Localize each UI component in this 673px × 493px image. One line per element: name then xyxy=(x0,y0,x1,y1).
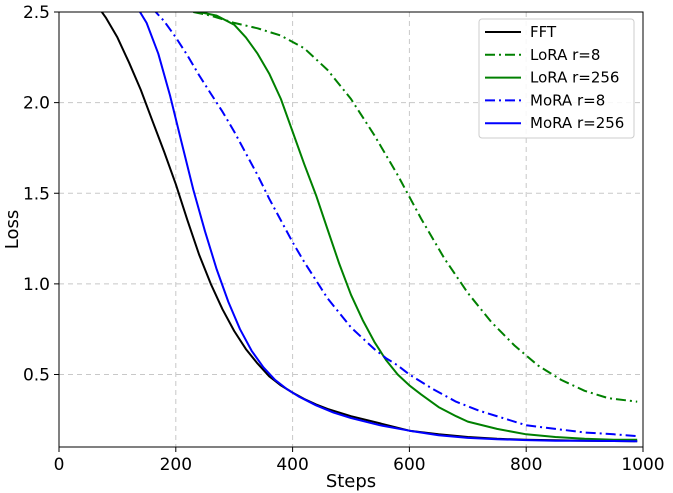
y-tick-label: 0.5 xyxy=(23,366,50,386)
series-line-4 xyxy=(138,12,638,443)
x-tick-label: 800 xyxy=(510,455,542,475)
x-tick-label: 400 xyxy=(276,455,308,475)
series-layer xyxy=(100,12,638,443)
legend: FFT LoRA r=8 LoRA r=256 MoRA r=8 MoRA r=256 xyxy=(478,18,635,139)
series-line-3 xyxy=(154,12,638,438)
x-axis: 0 200 400 600 800 1000 xyxy=(54,447,665,475)
x-tick-label: 0 xyxy=(54,455,65,475)
x-axis-label: Steps xyxy=(326,471,376,492)
x-tick-label: 600 xyxy=(393,455,425,475)
y-axis-label: Loss xyxy=(2,210,23,249)
y-tick-label: 2.0 xyxy=(23,94,50,114)
y-tick-label: 2.5 xyxy=(23,3,50,23)
y-tick-label: 1.0 xyxy=(23,275,50,295)
series-line-1 xyxy=(193,12,638,403)
legend-label-1: LoRA r=8 xyxy=(530,46,600,64)
plot-area xyxy=(100,12,638,443)
legend-box xyxy=(478,18,635,139)
legend-label-0: FFT xyxy=(530,23,557,41)
y-tick-label: 1.5 xyxy=(23,184,50,204)
x-tick-label: 200 xyxy=(160,455,192,475)
plot-frame xyxy=(58,11,644,448)
y-axis: 0.5 1.0 1.5 2.0 2.5 xyxy=(23,3,59,386)
x-tick-label: 1000 xyxy=(621,455,664,475)
legend-label-4: MoRA r=256 xyxy=(530,114,624,132)
legend-label-2: LoRA r=256 xyxy=(530,69,619,87)
series-line-2 xyxy=(198,12,638,441)
legend-label-3: MoRA r=8 xyxy=(530,91,605,109)
